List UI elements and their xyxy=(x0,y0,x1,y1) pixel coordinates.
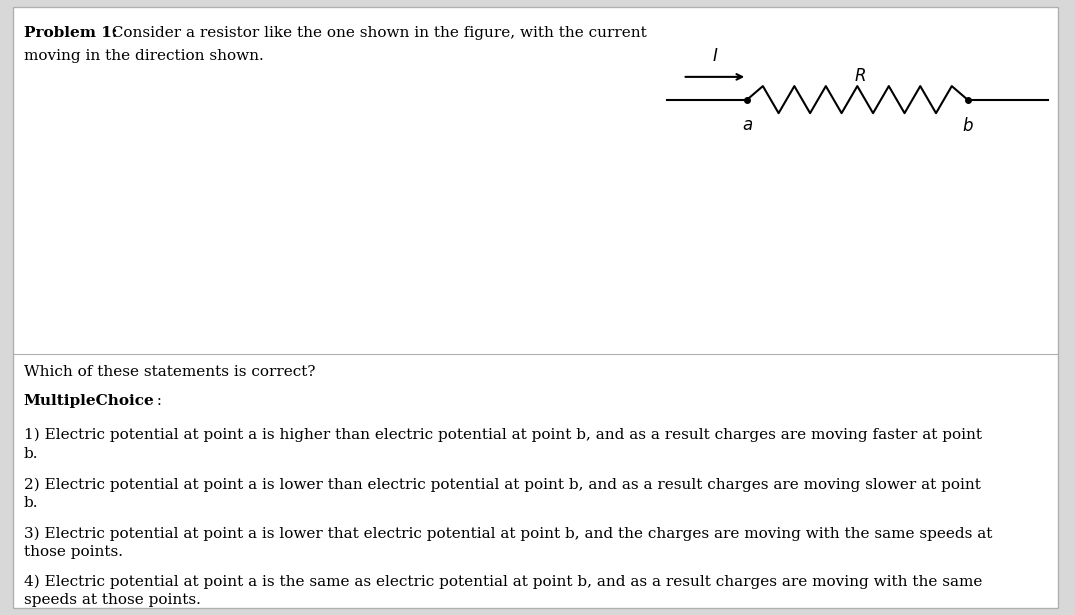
Text: 1) Electric potential at point a is higher than electric potential at point b, a: 1) Electric potential at point a is high… xyxy=(24,428,981,461)
Text: Which of these statements is correct?: Which of these statements is correct? xyxy=(24,365,315,379)
Text: moving in the direction shown.: moving in the direction shown. xyxy=(24,49,263,63)
Text: $R$: $R$ xyxy=(854,68,866,85)
Text: $b$: $b$ xyxy=(962,117,973,135)
FancyBboxPatch shape xyxy=(13,7,1058,608)
Text: Problem 1:: Problem 1: xyxy=(24,26,117,40)
Text: 3) Electric potential at point a is lower that electric potential at point b, an: 3) Electric potential at point a is lowe… xyxy=(24,526,992,559)
Text: 4) Electric potential at point a is the same as electric potential at point b, a: 4) Electric potential at point a is the … xyxy=(24,574,983,607)
Text: 2) Electric potential at point a is lower than electric potential at point b, an: 2) Electric potential at point a is lowe… xyxy=(24,477,980,510)
Text: $I$: $I$ xyxy=(712,47,718,65)
Text: MultipleChoice: MultipleChoice xyxy=(24,394,155,408)
Text: $a$: $a$ xyxy=(742,117,752,134)
Text: Consider a resistor like the one shown in the figure, with the current: Consider a resistor like the one shown i… xyxy=(102,26,647,40)
Text: :: : xyxy=(147,394,162,408)
